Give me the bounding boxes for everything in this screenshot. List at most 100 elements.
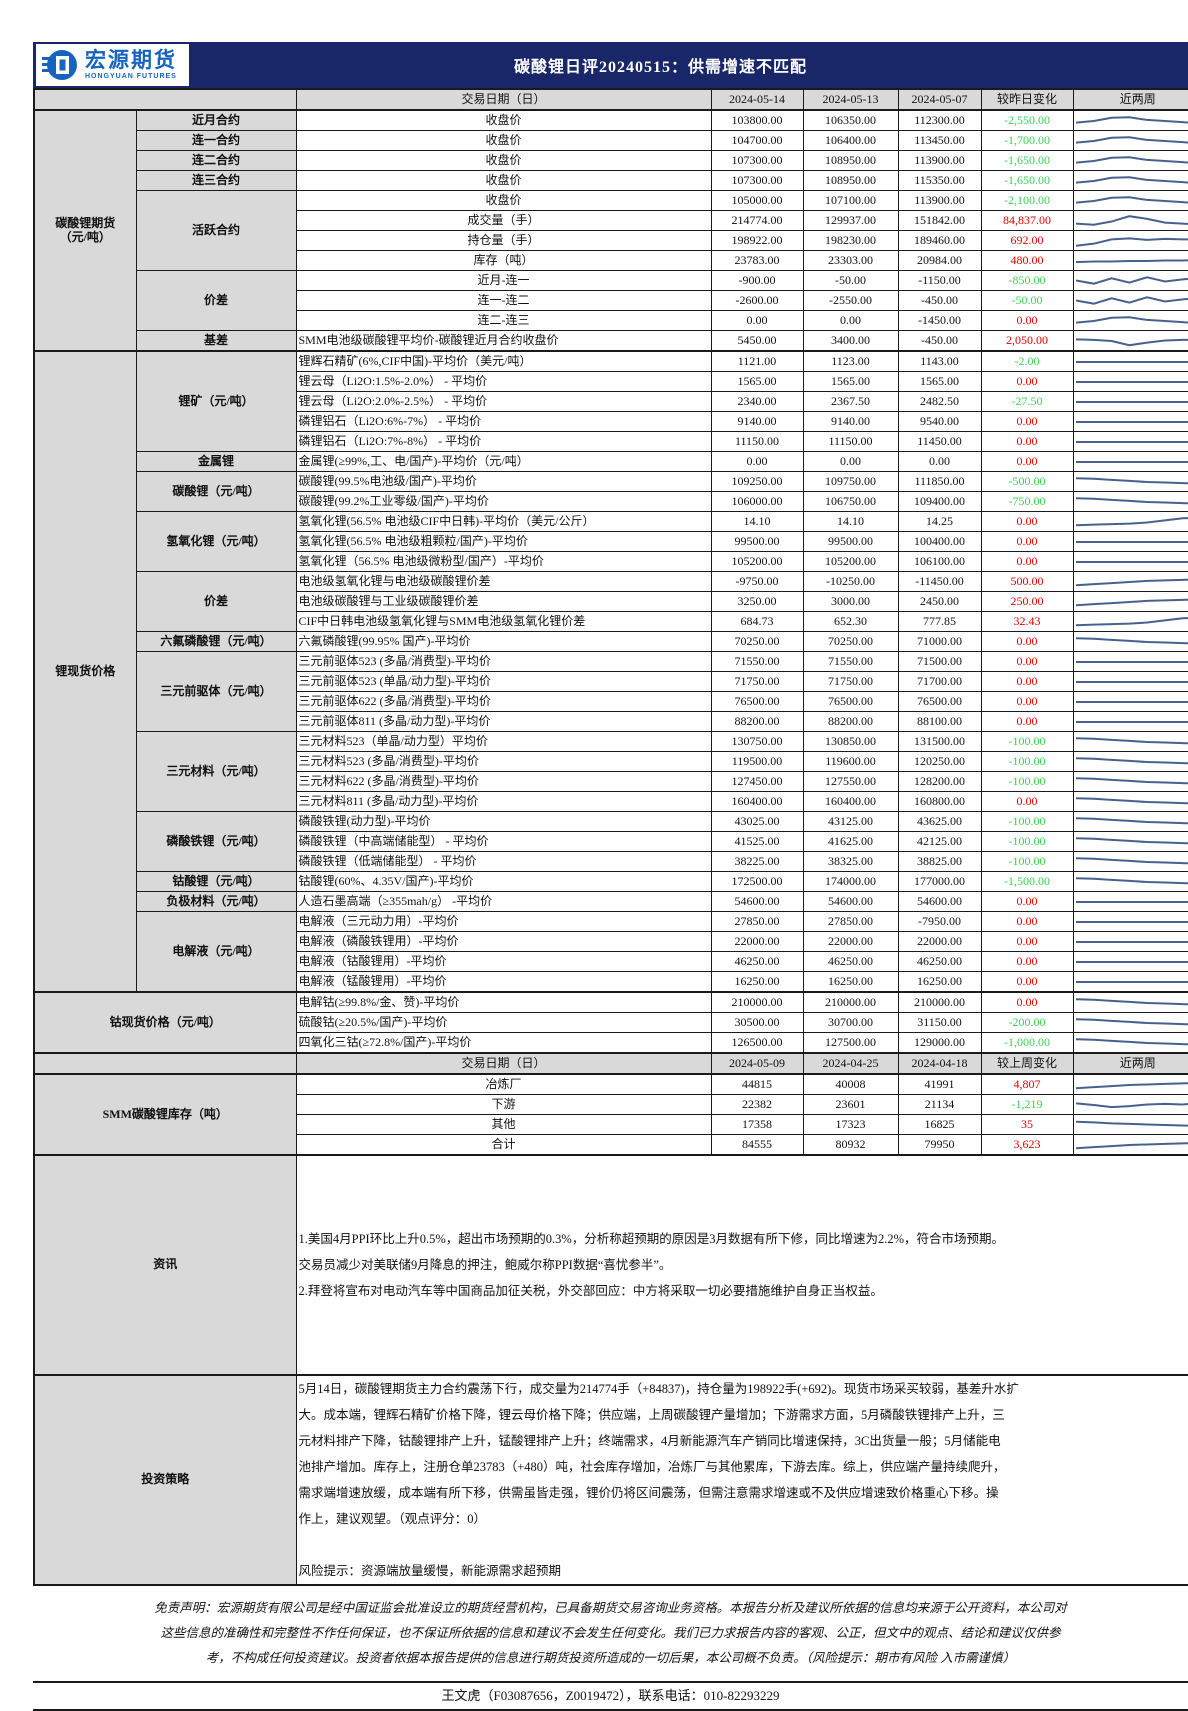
change-cell: -2,100.00 <box>981 191 1073 211</box>
metric-label: 磷锂铝石（Li2O:7%-8%） - 平均价 <box>296 432 711 452</box>
value-cell: 109750.00 <box>803 472 898 492</box>
sparkline-chart <box>1076 714 1188 730</box>
value-cell: 17323 <box>803 1115 898 1135</box>
sparkline-chart <box>1076 654 1188 670</box>
sparkline-cell <box>1073 231 1188 251</box>
metric-label: 磷酸铁锂（中高端储能型） - 平均价 <box>296 832 711 852</box>
value-cell: 20984.00 <box>898 251 981 271</box>
value-cell: 120250.00 <box>898 752 981 772</box>
value-cell: 104700.00 <box>711 131 803 151</box>
sparkline-cell <box>1073 672 1188 692</box>
sparkline-cell <box>1073 472 1188 492</box>
corner-cell <box>34 1053 296 1074</box>
trade-date-label: 交易日期（日） <box>296 89 711 110</box>
sparkline-chart <box>1076 454 1188 470</box>
value-cell: 160400.00 <box>803 792 898 812</box>
value-cell: 79950 <box>898 1135 981 1156</box>
category-label: 锂现货价格 <box>34 351 136 992</box>
value-cell: 119600.00 <box>803 752 898 772</box>
value-cell: -11450.00 <box>898 572 981 592</box>
sparkline-cell <box>1073 692 1188 712</box>
value-cell: 107300.00 <box>711 151 803 171</box>
sparkline-chart <box>1076 694 1188 710</box>
sparkline-cell <box>1073 351 1188 372</box>
sparkline-chart <box>1076 954 1188 970</box>
subcategory-label: 连二合约 <box>136 151 296 171</box>
metric-label: 持仓量（手） <box>296 231 711 251</box>
change-cell: 0.00 <box>981 792 1073 812</box>
column-date: 2024-04-25 <box>803 1053 898 1074</box>
value-cell: 106400.00 <box>803 131 898 151</box>
value-cell: 160800.00 <box>898 792 981 812</box>
change-cell: 0.00 <box>981 692 1073 712</box>
trade-date-label: 交易日期（日） <box>296 1053 711 1074</box>
value-cell: 127450.00 <box>711 772 803 792</box>
value-cell: -1150.00 <box>898 271 981 291</box>
change-cell: 250.00 <box>981 592 1073 612</box>
sparkline-chart <box>1076 273 1188 289</box>
change-cell: -200.00 <box>981 1013 1073 1033</box>
sparkline-chart <box>1076 133 1188 149</box>
table-row: 价差近月-连一-900.00-50.00-1150.00-850.00 <box>34 271 1188 291</box>
metric-label: SMM电池级碳酸锂平均价-碳酸锂近月合约收盘价 <box>296 331 711 352</box>
change-cell: 0.00 <box>981 972 1073 993</box>
metric-label: 硫酸钴(≥20.5%/国产)-平均价 <box>296 1013 711 1033</box>
sparkline-cell <box>1073 311 1188 331</box>
sparkline-cell <box>1073 392 1188 412</box>
value-cell: 23601 <box>803 1095 898 1115</box>
value-cell: 2450.00 <box>898 592 981 612</box>
sparkline-chart <box>1076 1117 1188 1133</box>
text-line: 1.美国4月PPI环比上升0.5%，超出市场预期的0.3%，分析称超预期的原因是… <box>299 1226 1188 1252</box>
change-cell: 0.00 <box>981 412 1073 432</box>
change-cell: 0.00 <box>981 432 1073 452</box>
disclaimer-line: 这些信息的准确性和完整性不作任何保证，也不保证所依据的信息和建议不会发生任何变化… <box>33 1621 1188 1646</box>
value-cell: 2482.50 <box>898 392 981 412</box>
value-cell: 131500.00 <box>898 732 981 752</box>
subcategory-label: 磷酸铁锂（元/吨） <box>136 812 296 872</box>
value-cell: 2340.00 <box>711 392 803 412</box>
sparkline-cell <box>1073 251 1188 271</box>
value-cell: 22000.00 <box>803 932 898 952</box>
value-cell: 109400.00 <box>898 492 981 512</box>
value-cell: 14.10 <box>803 512 898 532</box>
value-cell: 40008 <box>803 1074 898 1095</box>
change-cell: 0.00 <box>981 452 1073 472</box>
change-cell: -1,650.00 <box>981 151 1073 171</box>
table-row: 氢氧化锂（元/吨）氢氧化锂(56.5% 电池级CIF中日韩)-平均价（美元/公斤… <box>34 512 1188 532</box>
value-cell: 119500.00 <box>711 752 803 772</box>
subcategory-label: 活跃合约 <box>136 191 296 271</box>
change-cell: 4,807 <box>981 1074 1073 1095</box>
value-cell: 42125.00 <box>898 832 981 852</box>
sparkline-cell <box>1073 110 1188 131</box>
value-cell: 113450.00 <box>898 131 981 151</box>
metric-label: 收盘价 <box>296 131 711 151</box>
sparkline-cell <box>1073 532 1188 552</box>
value-cell: 151842.00 <box>898 211 981 231</box>
metric-label: 三元材料523 (多晶/消费型)-平均价 <box>296 752 711 772</box>
value-cell: 54600.00 <box>803 892 898 912</box>
value-cell: 22000.00 <box>711 932 803 952</box>
value-cell: 54600.00 <box>711 892 803 912</box>
value-cell: 1565.00 <box>711 372 803 392</box>
corner-cell <box>34 89 296 110</box>
value-cell: 1565.00 <box>898 372 981 392</box>
value-cell: 0.00 <box>803 452 898 472</box>
text-line: 需求端增速放缓，成本端有所下移，供需虽皆走强，锂价仍将区间震荡，但需注意需求增速… <box>299 1480 1188 1506</box>
sparkline-cell <box>1073 912 1188 932</box>
column-date: 2024-05-09 <box>711 1053 803 1074</box>
sparkline-chart <box>1076 514 1188 530</box>
subcategory-label: 价差 <box>136 572 296 632</box>
value-cell: 0.00 <box>711 311 803 331</box>
sparkline-chart <box>1076 814 1188 830</box>
metric-label: 收盘价 <box>296 171 711 191</box>
change-cell: 0.00 <box>981 512 1073 532</box>
sparkline-cell <box>1073 872 1188 892</box>
sparkline-cell <box>1073 151 1188 171</box>
value-cell: 1143.00 <box>898 351 981 372</box>
change-cell: 84,837.00 <box>981 211 1073 231</box>
sparkline-chart <box>1076 394 1188 410</box>
metric-label: 氢氧化锂(56.5% 电池级CIF中日韩)-平均价（美元/公斤） <box>296 512 711 532</box>
